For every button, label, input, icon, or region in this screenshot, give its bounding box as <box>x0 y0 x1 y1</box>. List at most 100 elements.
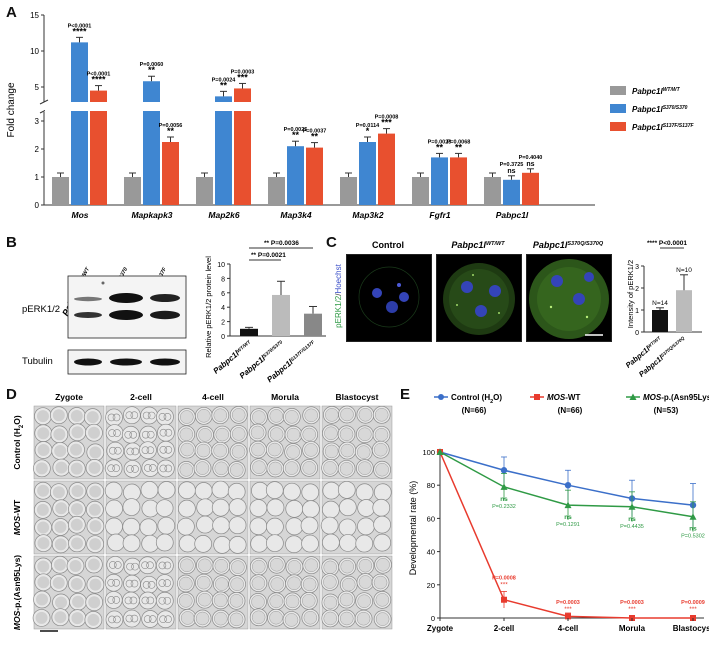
blot-band <box>109 310 143 320</box>
immuno-image-s370q <box>526 254 612 342</box>
embryo-grid-col-headers: Zygote 2-cell 4-cell Morula Blastocyst <box>55 392 379 402</box>
d-embryo-inner <box>323 461 337 475</box>
a-bar <box>340 177 357 205</box>
a-ytick-label: 15 <box>30 11 39 20</box>
immuno-title-base: Pabpc1l <box>451 240 486 250</box>
b-ytick-label: 4 <box>221 305 225 312</box>
d-embryo-inner <box>70 462 83 475</box>
chart-c-ylabel: Intensity of pERK1/2 <box>626 260 635 328</box>
d-embryo-inner <box>52 576 65 589</box>
a-ytick-label: 10 <box>30 47 39 56</box>
c-ytick-label: 2 <box>635 286 639 293</box>
d-embryo <box>338 518 357 537</box>
d-embryo-inner <box>285 410 299 424</box>
d-embryo-blastomere <box>159 428 168 437</box>
c-stat-label: **** P<0.0001 <box>647 240 687 247</box>
d-embryo-inner <box>215 577 229 591</box>
d-embryo <box>322 533 340 552</box>
d-embryo-inner <box>323 575 337 589</box>
d-row-header: Control (H2O) <box>12 415 25 470</box>
d-embryo-inner <box>70 578 83 591</box>
d-embryo-inner <box>214 461 229 476</box>
d-embryo-blastomere <box>114 446 122 455</box>
d-embryo <box>211 480 230 499</box>
d-embryo-inner <box>179 427 194 442</box>
chart-a-xticks: Mos Mapkapk3 Map2k6 Map3k4 Map3k2 Fgfr1 Pabpc1… <box>72 210 529 220</box>
d-embryo-inner <box>304 443 318 457</box>
d-embryo-inner <box>287 560 302 574</box>
b-ytick-label: 6 <box>221 291 225 298</box>
d-embryo-blastomere <box>130 614 139 623</box>
d-embryo-blastomere <box>146 596 155 605</box>
d-embryo <box>156 459 175 478</box>
e-point-control <box>564 482 572 489</box>
e-stat-red-sig: *** <box>689 606 697 613</box>
d-embryo-inner <box>229 594 244 608</box>
d-embryo <box>106 556 125 574</box>
d-embryo-inner <box>36 410 49 423</box>
d-embryo-blastomere <box>107 413 116 422</box>
d-embryo <box>122 517 141 536</box>
d-embryo-inner <box>89 520 102 533</box>
panel-label-a: A <box>6 4 17 21</box>
d-embryo-inner <box>375 462 389 477</box>
d-row-header-part: -WT <box>12 499 22 516</box>
panel-label-e: E <box>400 386 411 403</box>
d-embryo <box>301 534 319 553</box>
d-row-header-part: O) <box>12 415 22 425</box>
d-embryo <box>156 556 174 575</box>
b-ytick-label: 0 <box>221 334 225 341</box>
d-embryo-inner <box>70 503 83 516</box>
d-embryo-inner <box>375 593 390 607</box>
d-col-header: Zygote <box>55 392 83 402</box>
d-embryo-blastomere <box>159 464 168 473</box>
d-embryo-blastomere <box>112 596 121 604</box>
chart-e-xticks: Zygote 2-cell 4-cell Morula Blastocyst <box>427 618 709 633</box>
b-bar <box>272 294 290 336</box>
d-embryo-inner <box>180 558 194 573</box>
d-embryo-inner <box>269 427 284 441</box>
d-embryo-inner <box>323 611 338 626</box>
d-embryo-inner <box>287 576 301 590</box>
d-embryo <box>105 517 123 536</box>
d-embryo-blastomere <box>112 464 120 473</box>
d-embryo <box>266 534 284 553</box>
d-embryo-inner <box>251 610 266 625</box>
d-embryo-blastomere <box>125 411 134 419</box>
d-embryo <box>373 483 392 502</box>
d-embryo <box>285 535 303 554</box>
chart-e-series <box>436 448 697 621</box>
a-legend-label: Pabpc1lWT/WT <box>632 87 681 96</box>
embryo-image-grid: Zygote 2-cell 4-cell Morula Blastocyst Contr… <box>12 392 393 632</box>
a-stat-sig: ns <box>507 168 515 175</box>
a-bar <box>162 142 179 205</box>
a-stat-sig: ** <box>148 65 156 75</box>
chart-a-bars <box>45 36 605 205</box>
d-embryo-inner <box>339 427 354 442</box>
e-legend-marker <box>438 394 444 400</box>
d-embryo-inner <box>374 408 389 422</box>
d-embryo-inner <box>89 538 102 551</box>
e-legend-label-part: MOS <box>643 393 662 402</box>
d-embryo-inner <box>252 410 266 424</box>
d-embryo-inner <box>341 577 356 592</box>
d-embryo-inner <box>324 444 339 459</box>
d-embryo-inner <box>323 595 338 610</box>
d-embryo-inner <box>89 578 102 591</box>
b-stat-label: ** P=0.0021 <box>251 252 286 259</box>
d-embryo-inner <box>88 461 101 474</box>
d-embryo-inner <box>231 444 246 459</box>
a-bar <box>522 172 539 205</box>
d-embryo-blastomere <box>147 411 156 420</box>
a-stat-sig: ** <box>220 80 228 90</box>
a-stat-p: P=0.0037 <box>303 129 327 135</box>
d-embryo-inner <box>231 560 245 574</box>
d-embryo-inner <box>53 558 66 571</box>
d-embryo <box>122 498 141 516</box>
a-legend-label-base: Pabpc1l <box>632 87 663 96</box>
chart-c-stats: N=14 N=10 **** P<0.0001 <box>647 240 692 307</box>
d-embryo <box>285 517 304 536</box>
western-blot-b: Pabpc1lWT/WTPabpc1lS370/S370Pabpc1lS137F… <box>22 266 187 375</box>
d-embryo-inner <box>251 595 265 609</box>
d-row-header: MOS-WT <box>12 499 22 535</box>
